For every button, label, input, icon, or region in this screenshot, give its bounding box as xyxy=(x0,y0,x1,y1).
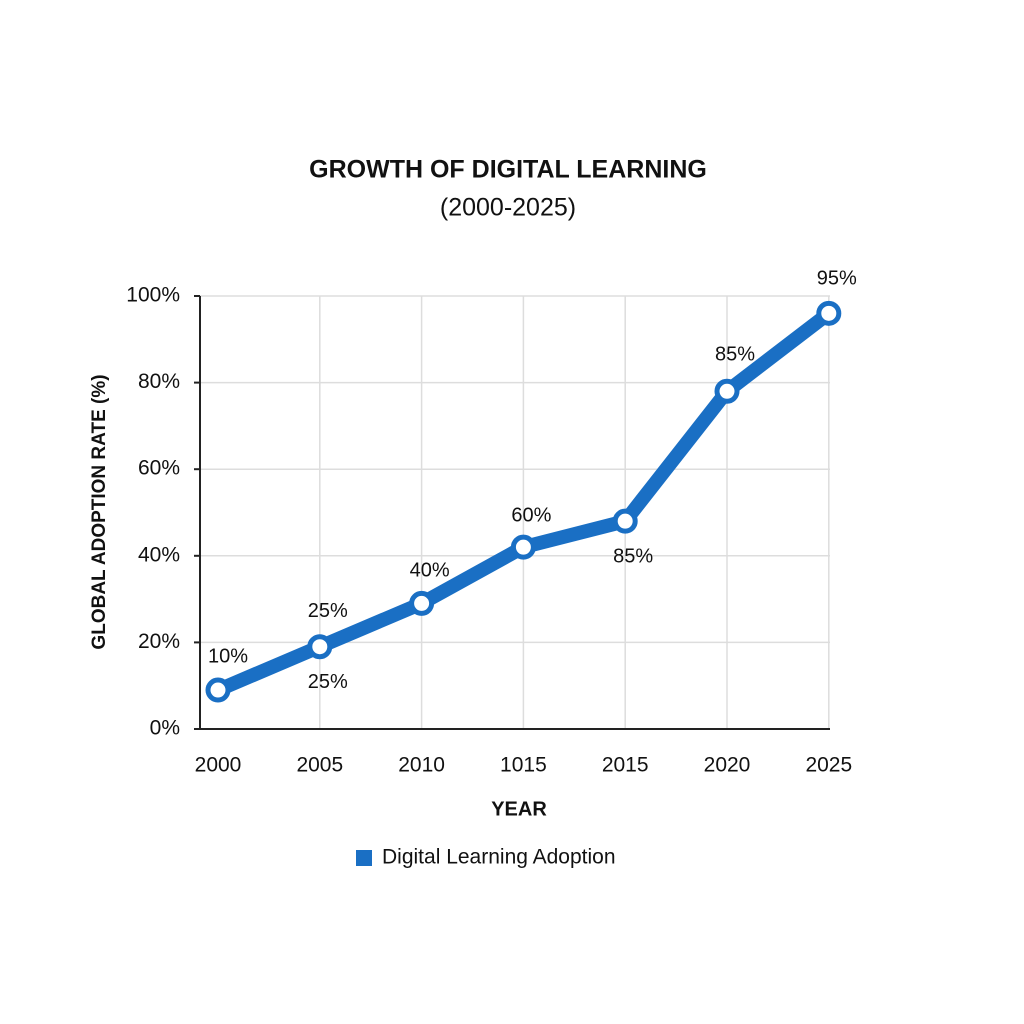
data-point xyxy=(714,378,740,404)
annotation: 40% xyxy=(410,560,450,582)
x-tick-label: 2000 xyxy=(195,754,242,777)
x-tick-label: 2020 xyxy=(704,754,751,777)
data-point xyxy=(409,590,435,616)
annotation: 95% xyxy=(817,268,857,290)
y-axis-label: GLOBAL ADOPTION RATE (%) xyxy=(89,374,110,649)
data-point xyxy=(307,634,333,660)
y-tick-label: 100% xyxy=(126,284,180,307)
y-tick-label: 0% xyxy=(150,717,180,740)
x-tick-label: 2025 xyxy=(805,754,852,777)
legend-swatch xyxy=(356,850,372,866)
annotation: 85% xyxy=(613,545,653,567)
y-tick-label: 80% xyxy=(138,370,180,393)
annotation: 60% xyxy=(511,504,551,526)
data-point xyxy=(205,677,231,703)
y-tick-label: 20% xyxy=(138,630,180,653)
x-tick-label: 2005 xyxy=(296,754,343,777)
data-point xyxy=(612,508,638,534)
annotation: 25% xyxy=(308,671,348,693)
x-tick-label: 2015 xyxy=(602,754,649,777)
data-point xyxy=(816,300,842,326)
annotation: 25% xyxy=(308,600,348,622)
y-tick-label: 40% xyxy=(138,543,180,566)
y-tick-label: 60% xyxy=(138,457,180,480)
annotation: 10% xyxy=(208,645,248,667)
x-tick-label: 2010 xyxy=(398,754,445,777)
x-tick-label: 1015 xyxy=(500,754,547,777)
legend-label: Digital Learning Adoption xyxy=(382,846,616,869)
chart-title: GROWTH OF DIGITAL LEARNING xyxy=(309,156,707,184)
x-axis-label: YEAR xyxy=(491,798,547,820)
data-point xyxy=(510,534,536,560)
annotation: 85% xyxy=(715,344,755,366)
chart-subtitle: (2000-2025) xyxy=(440,194,576,222)
